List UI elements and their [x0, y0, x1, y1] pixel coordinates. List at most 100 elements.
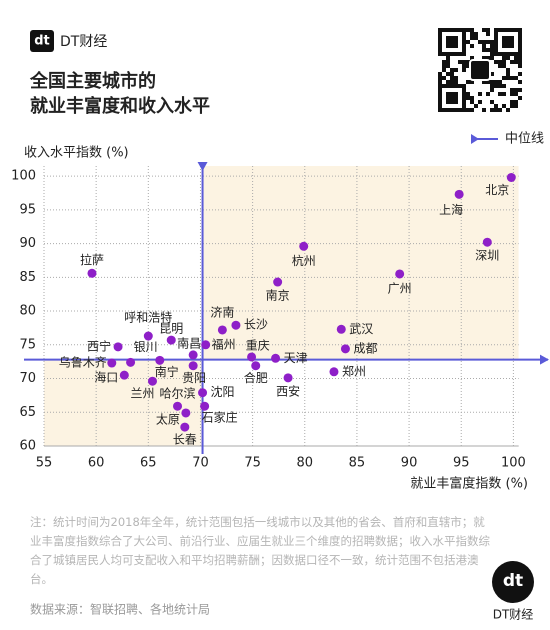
point: [181, 408, 191, 418]
point-label: 广州: [388, 281, 412, 295]
qr-cell: [470, 100, 474, 104]
qr-cell: [446, 60, 450, 64]
qr-cell: [502, 36, 506, 40]
x-tick-label: 100: [501, 456, 526, 471]
footer-logo: [492, 561, 534, 603]
point-label: 北京: [485, 183, 509, 197]
qr-cell: [510, 44, 514, 48]
qr-cell: [450, 72, 454, 76]
y-tick-label: 95: [19, 202, 36, 217]
qr-cell: [446, 92, 450, 96]
qr-cell: [470, 108, 474, 112]
point: [231, 320, 241, 330]
qr-cell: [494, 48, 498, 52]
qr-cell: [466, 64, 470, 68]
qr-cell: [518, 40, 522, 44]
qr-cell: [490, 84, 494, 88]
qr-cell: [450, 76, 454, 80]
qr-cell: [462, 84, 466, 88]
qr-cell: [446, 40, 450, 44]
qr-cell: [446, 80, 450, 84]
qr-cell: [462, 44, 466, 48]
qr-cell: [502, 56, 506, 60]
qr-cell: [494, 32, 498, 36]
point: [482, 237, 492, 247]
qr-cell: [490, 108, 494, 112]
qr-cell: [506, 36, 510, 40]
point-label: 武汉: [349, 322, 373, 336]
point-label: 西安: [276, 383, 300, 398]
x-tick-label: 95: [453, 456, 470, 471]
qr-cell: [438, 36, 442, 40]
qr-center: [469, 59, 491, 81]
point: [217, 325, 227, 335]
qr-cell: [450, 96, 454, 100]
point: [336, 324, 346, 334]
qr-cell: [446, 64, 450, 68]
qr-cell: [502, 28, 506, 32]
x-tick-label: 65: [140, 456, 157, 471]
qr-cell: [438, 32, 442, 36]
qr-cell: [478, 40, 482, 44]
qr-cell: [482, 44, 486, 48]
qr-cell: [458, 108, 462, 112]
qr-cell: [442, 68, 446, 72]
qr-cell: [454, 44, 458, 48]
qr-cell: [438, 96, 442, 100]
qr-cell: [438, 52, 442, 56]
qr-cell: [510, 100, 514, 104]
qr-cell: [458, 52, 462, 56]
qr-cell: [502, 84, 506, 88]
x-tick-label: 85: [349, 456, 366, 471]
qr-cell: [486, 48, 490, 52]
qr-cell: [498, 52, 502, 56]
qr-cell: [438, 92, 442, 96]
qr-cell: [438, 48, 442, 52]
qr-cell: [470, 80, 474, 84]
qr-cell: [450, 44, 454, 48]
x-tick-label: 70: [192, 456, 209, 471]
qr-cell: [462, 92, 466, 96]
qr-cell: [494, 84, 498, 88]
qr-cell: [454, 92, 458, 96]
x-tick-label: 60: [88, 456, 105, 471]
point-label: 呼和浩特: [124, 310, 172, 325]
qr-cell: [470, 56, 474, 60]
qr-cell: [490, 48, 494, 52]
point-label: 长沙: [244, 318, 268, 332]
qr-cell: [450, 52, 454, 56]
point: [198, 388, 208, 398]
qr-cell: [498, 92, 502, 96]
qr-cell: [506, 68, 510, 72]
qr-cell: [498, 84, 502, 88]
qr-cell: [518, 72, 522, 76]
qr-cell: [518, 80, 522, 84]
y-tick-label: 85: [19, 270, 36, 285]
point: [273, 277, 283, 287]
qr-cell: [454, 84, 458, 88]
point-label: 杭州: [292, 253, 316, 268]
qr-cell: [514, 56, 518, 60]
qr-cell: [446, 96, 450, 100]
footer-logo-mark: dt: [503, 571, 523, 591]
qr-cell: [490, 56, 494, 60]
qr-cell: [474, 104, 478, 108]
y-tick-label: 60: [19, 439, 36, 454]
qr-cell: [514, 52, 518, 56]
qr-cell: [490, 80, 494, 84]
qr-cell: [502, 40, 506, 44]
qr-cell: [514, 88, 518, 92]
point: [143, 331, 153, 341]
point: [329, 367, 339, 377]
point: [247, 352, 257, 362]
chart-title: 就业丰富度和收入水平: [30, 95, 210, 117]
qr-cell: [446, 56, 450, 60]
point-label: 西宁: [87, 338, 111, 353]
qr-cell: [510, 36, 514, 40]
qr-cell: [518, 32, 522, 36]
qr-cell: [506, 108, 510, 112]
qr-cell: [450, 36, 454, 40]
qr-cell: [482, 28, 486, 32]
point-label: 深圳: [475, 249, 499, 263]
